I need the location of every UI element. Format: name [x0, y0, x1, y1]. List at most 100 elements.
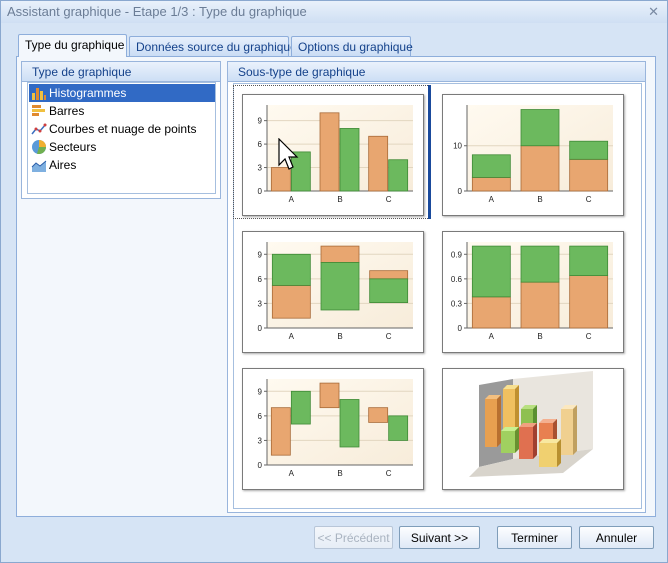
y-tick-label: 10	[453, 142, 462, 151]
window-title: Assistant graphique - Etape 1/3 : Type d…	[7, 4, 307, 19]
chart-type-item-aires[interactable]: Aires	[29, 156, 215, 174]
bar-segment	[569, 140, 609, 160]
pie-chart-icon	[32, 140, 46, 154]
column-chart-icon	[32, 88, 46, 100]
chart-svg: 0 10 A B C	[453, 105, 613, 204]
x-tick-label: A	[289, 332, 295, 341]
bar-segment	[271, 285, 311, 319]
subtype-clustered-column[interactable]: 0 3 6 9 A B C	[242, 94, 424, 216]
y-tick-label: 0	[458, 324, 463, 333]
bar-segment	[471, 177, 511, 192]
x-tick-label: C	[586, 332, 592, 341]
x-tick-label: C	[386, 332, 392, 341]
y-tick-label: 9	[258, 117, 263, 126]
subtype-selection-bar	[428, 85, 431, 219]
x-tick-label: A	[289, 469, 295, 478]
y-tick-label: 3	[258, 164, 263, 173]
bar-segment	[369, 270, 409, 280]
chart-type-item-secteurs[interactable]: Secteurs	[29, 138, 215, 156]
x-tick-label: B	[337, 332, 342, 341]
y-tick-label: 0	[258, 187, 263, 196]
subtype-100-stacked-column[interactable]: 0 0.3 0.6 0.9 A B C	[442, 231, 624, 353]
bar	[319, 382, 340, 409]
y-tick-label: 0	[458, 187, 463, 196]
finish-button[interactable]: Terminer	[497, 526, 572, 549]
y-tick-label: 6	[258, 275, 263, 284]
bar-3d	[539, 439, 561, 467]
x-tick-label: B	[337, 469, 342, 478]
chart-type-label: Barres	[49, 104, 85, 118]
bar-3d	[561, 405, 577, 455]
x-tick-label: A	[289, 195, 295, 204]
mouse-cursor-icon	[278, 138, 299, 170]
x-tick-label: B	[337, 195, 342, 204]
subtype-floating-clustered-column[interactable]: 0 3 6 9 A B C	[242, 368, 424, 490]
chart-type-item-courbes[interactable]: Courbes et nuage de points	[29, 120, 215, 138]
bar-segment	[520, 145, 560, 192]
chart-svg: 0 0.3 0.6 0.9 A B C	[451, 242, 613, 341]
y-tick-label: 0	[258, 461, 263, 470]
y-tick-label: 6	[258, 140, 263, 149]
area-chart-icon	[31, 160, 47, 172]
bar	[388, 415, 409, 441]
bar-segment	[320, 262, 360, 311]
tab-chart-type[interactable]: Type du graphique	[18, 34, 127, 57]
tab-source-data[interactable]: Données source du graphique	[129, 36, 297, 57]
line-scatter-icon	[31, 123, 47, 135]
bar-chart-icon	[32, 105, 45, 116]
bar	[388, 159, 409, 192]
chart-type-list[interactable]: Histogrammes Barres Courbes et nuage de …	[27, 82, 216, 194]
bar-segment	[569, 245, 609, 276]
subtype-header: Sous-type de graphique	[228, 62, 645, 82]
bar	[368, 407, 389, 423]
chart-3d-image	[469, 371, 593, 477]
bar-segment	[471, 154, 511, 178]
chart-type-item-histogrammes[interactable]: Histogrammes	[29, 84, 215, 102]
chart-svg: 0 3 6 9 A B C	[258, 105, 413, 204]
previous-button[interactable]: << Précédent	[314, 526, 393, 549]
bar-3d	[501, 427, 519, 453]
bar-segment	[471, 245, 511, 298]
title-bar: Assistant graphique - Etape 1/3 : Type d…	[1, 1, 667, 23]
bar-segment	[471, 296, 511, 329]
bar	[270, 407, 291, 456]
bar-segment	[569, 275, 609, 329]
chart-type-label: Histogrammes	[49, 86, 127, 100]
next-button[interactable]: Suivant >>	[399, 526, 480, 549]
subtype-floating-stacked-column[interactable]: 0 3 6 9 A B C	[242, 231, 424, 353]
x-tick-label: B	[537, 195, 542, 204]
y-tick-label: 0.6	[451, 275, 463, 284]
chart-type-label: Courbes et nuage de points	[49, 122, 197, 136]
chart-type-header: Type de graphique	[22, 62, 220, 82]
bar-3d	[519, 423, 537, 459]
x-tick-label: C	[386, 195, 392, 204]
y-tick-label: 0	[258, 324, 263, 333]
bar-segment	[520, 245, 560, 283]
y-tick-label: 0.9	[451, 250, 463, 259]
y-tick-label: 6	[258, 412, 263, 421]
bar-segment	[369, 278, 409, 304]
close-icon[interactable]: ✕	[648, 4, 659, 19]
bar	[368, 135, 389, 192]
chart-type-label: Secteurs	[49, 140, 97, 154]
chart-svg: 0 3 6 9 A B C	[258, 379, 413, 478]
x-tick-label: C	[386, 469, 392, 478]
bar-segment	[320, 245, 360, 263]
bar	[339, 128, 360, 192]
cancel-button[interactable]: Annuler	[579, 526, 654, 549]
bar	[270, 167, 291, 192]
y-tick-label: 0.3	[451, 299, 463, 308]
subtype-stacked-column[interactable]: 0 10 A B C	[442, 94, 624, 216]
bar	[339, 399, 360, 448]
subtype-3d-column[interactable]	[442, 368, 624, 490]
x-tick-label: A	[489, 332, 495, 341]
chart-type-item-barres[interactable]: Barres	[29, 102, 215, 120]
chart-svg: 0 3 6 9 A B C	[258, 242, 413, 341]
tab-chart-options[interactable]: Options du graphique	[291, 36, 413, 57]
x-tick-label: A	[489, 195, 495, 204]
bar	[290, 390, 311, 425]
y-tick-label: 9	[258, 387, 263, 396]
bar-segment	[569, 158, 609, 192]
bar-3d	[485, 395, 501, 447]
